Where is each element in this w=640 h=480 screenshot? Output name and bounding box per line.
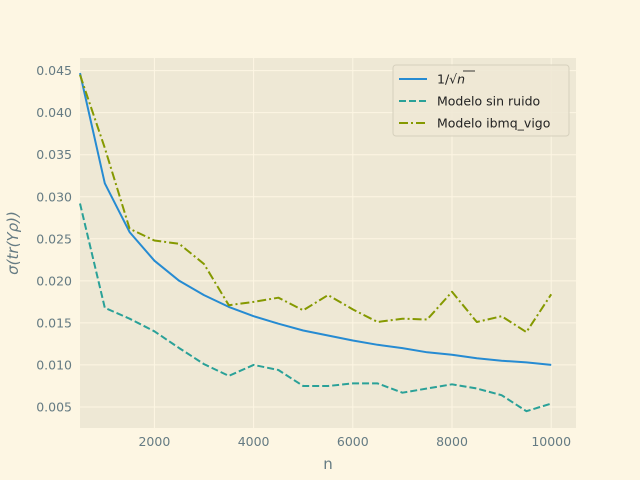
y-axis-label: σ(tr(Yρ)) [4, 211, 22, 275]
y-tick-label: 0.015 [36, 315, 72, 330]
x-tick-label: 4000 [238, 434, 270, 449]
legend: 1/√n Modelo sin ruido Modelo ibmq_vigo [392, 64, 570, 137]
x-tick-label: 6000 [337, 434, 369, 449]
y-tick-label: 0.010 [36, 357, 72, 372]
tick-labels: 2000 4000 6000 8000 10000 0.005 0.010 0.015 0.02… [36, 63, 571, 449]
series-line-1 [79, 72, 552, 366]
x-tick-label: 10000 [531, 434, 571, 449]
legend-label: Modelo ibmq_vigo [437, 116, 550, 131]
series-lines [79, 72, 553, 413]
series-line-2 [79, 203, 552, 413]
legend-box [392, 64, 570, 137]
y-tick-label: 0.030 [36, 189, 72, 204]
legend-label: 1/√n [437, 72, 465, 87]
x-axis-label: n [323, 455, 333, 473]
y-tick-label: 0.040 [36, 105, 72, 120]
y-tick-label: 0.005 [36, 399, 72, 414]
y-tick-label: 0.025 [36, 231, 72, 246]
x-tick-label: 8000 [436, 434, 468, 449]
legend-label: Modelo sin ruido [437, 94, 540, 109]
y-tick-label: 0.020 [36, 273, 72, 288]
x-tick-label: 2000 [138, 434, 170, 449]
series-line-3 [79, 74, 553, 334]
grid-lines [80, 58, 576, 428]
y-tick-label: 0.035 [36, 147, 72, 162]
y-tick-label: 0.045 [36, 63, 72, 78]
